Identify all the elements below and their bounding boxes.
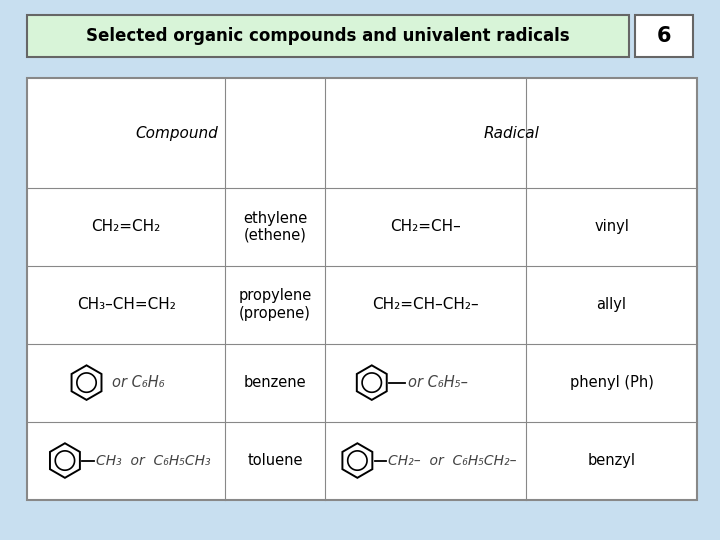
Text: benzyl: benzyl <box>588 453 636 468</box>
Text: CH₂=CH₂: CH₂=CH₂ <box>91 219 161 234</box>
Text: benzene: benzene <box>244 375 307 390</box>
Text: CH₃–CH=CH₂: CH₃–CH=CH₂ <box>77 297 176 312</box>
Text: or C₆H₅–: or C₆H₅– <box>408 375 468 390</box>
Text: or C₆H₆: or C₆H₆ <box>112 375 165 390</box>
Text: ethylene
(ethene): ethylene (ethene) <box>243 211 307 243</box>
Text: propylene
(propene): propylene (propene) <box>238 288 312 321</box>
Text: phenyl (Ph): phenyl (Ph) <box>570 375 654 390</box>
Text: CH₂=CH–CH₂–: CH₂=CH–CH₂– <box>372 297 479 312</box>
Text: Compound: Compound <box>135 126 217 140</box>
Text: CH₃  or  C₆H₅CH₃: CH₃ or C₆H₅CH₃ <box>96 454 210 468</box>
Text: CH₂=CH–: CH₂=CH– <box>390 219 461 234</box>
Text: CH₂–  or  C₆H₅CH₂–: CH₂– or C₆H₅CH₂– <box>388 454 517 468</box>
Text: vinyl: vinyl <box>594 219 629 234</box>
Text: Selected organic compounds and univalent radicals: Selected organic compounds and univalent… <box>86 26 570 45</box>
Text: allyl: allyl <box>597 297 626 312</box>
Text: Radical: Radical <box>483 126 539 140</box>
Text: toluene: toluene <box>248 453 303 468</box>
Text: 6: 6 <box>657 25 671 46</box>
